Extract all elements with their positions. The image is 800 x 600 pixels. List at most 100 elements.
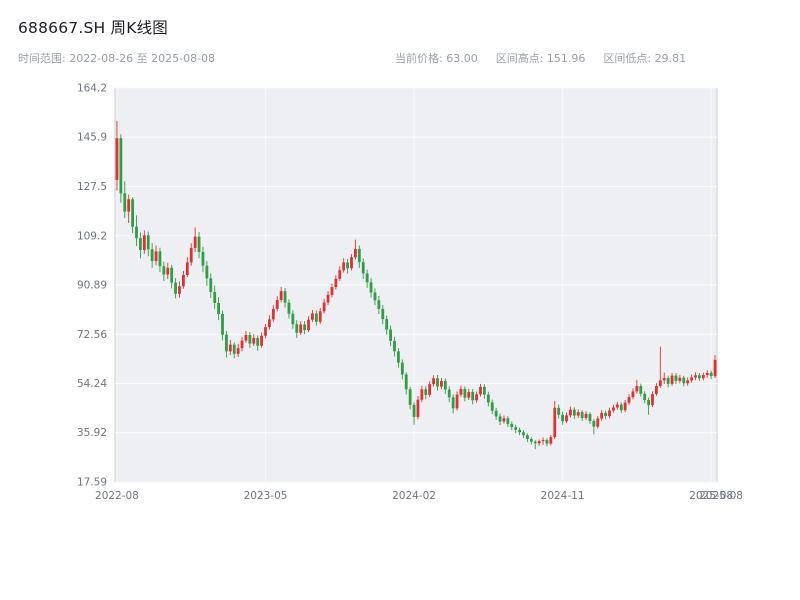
candle-body xyxy=(334,278,338,288)
candle-body xyxy=(428,384,432,395)
candle-body xyxy=(373,292,377,301)
candle-body xyxy=(502,418,506,422)
candle-body xyxy=(463,388,467,398)
candle-body xyxy=(123,193,127,212)
candle-body xyxy=(631,391,635,398)
candle-body xyxy=(440,380,443,387)
candle-body xyxy=(436,378,439,387)
page-title: 688667.SH 周K线图 xyxy=(18,19,168,37)
candle-body xyxy=(424,389,428,395)
candle-body xyxy=(639,386,643,394)
candle-body xyxy=(694,375,697,378)
candle-body xyxy=(142,235,146,251)
candle-body xyxy=(643,393,647,401)
candle-body xyxy=(236,348,240,354)
candle-body xyxy=(612,407,615,411)
candle-body xyxy=(569,409,572,416)
candle-body xyxy=(389,329,392,341)
candle-body xyxy=(647,400,650,406)
candle-body xyxy=(522,432,525,436)
candle-body xyxy=(553,407,557,438)
candle-body xyxy=(338,270,342,279)
candle-body xyxy=(451,397,455,409)
x-tick-label: 2024-11 xyxy=(541,490,585,502)
candle-body xyxy=(381,308,385,320)
candle-body xyxy=(443,380,447,390)
candle-body xyxy=(221,314,224,335)
candle-body xyxy=(166,267,170,275)
candle-body xyxy=(119,138,123,194)
candle-body xyxy=(686,380,690,384)
candle-body xyxy=(322,302,326,312)
candle-body xyxy=(357,248,361,263)
x-end-label: 2025-08 xyxy=(699,490,743,502)
candle-body xyxy=(295,324,299,333)
candle-body xyxy=(291,313,295,325)
range-low-stat: 区间低点: 29.81 xyxy=(603,52,687,65)
y-tick-label: 145.9 xyxy=(77,132,107,144)
y-tick-label: 72.56 xyxy=(77,329,107,341)
candle-body xyxy=(314,313,318,322)
candle-body xyxy=(498,416,502,422)
candle-body xyxy=(705,372,709,376)
candle-body xyxy=(354,248,357,258)
candle-body xyxy=(205,265,209,279)
candle-body xyxy=(228,344,232,352)
y-tick-label: 109.2 xyxy=(77,230,107,242)
candle-body xyxy=(682,377,686,384)
candle-body xyxy=(127,199,131,212)
candle-body xyxy=(471,391,475,401)
candle-body xyxy=(483,386,486,395)
candle-body xyxy=(225,334,228,352)
candle-body xyxy=(330,287,334,295)
candle-body xyxy=(709,372,713,377)
candle-body xyxy=(248,334,252,344)
candle-body xyxy=(506,418,510,424)
current-price-stat: 当前价格: 63.00 xyxy=(395,52,478,65)
candle-body xyxy=(170,267,174,283)
candle-body xyxy=(146,235,150,250)
candle-body xyxy=(326,294,330,303)
candle-body xyxy=(397,351,400,363)
candle-body xyxy=(486,394,490,403)
candle-body xyxy=(232,344,236,354)
y-tick-label: 164.2 xyxy=(77,83,107,95)
candle-body xyxy=(416,399,420,417)
candle-body xyxy=(162,266,166,275)
candle-body xyxy=(701,375,705,379)
candle-body xyxy=(584,413,588,419)
candle-body xyxy=(342,262,346,271)
candle-body xyxy=(307,319,310,331)
candle-body xyxy=(447,389,451,398)
candle-body xyxy=(252,337,256,344)
candle-body xyxy=(561,414,564,422)
candle-body xyxy=(311,313,314,320)
candle-body xyxy=(213,291,217,303)
candle-body xyxy=(283,291,287,303)
candle-body xyxy=(510,423,514,428)
candle-body xyxy=(615,404,619,408)
candle-body xyxy=(260,335,263,346)
candle-body xyxy=(604,412,607,417)
candle-body xyxy=(303,324,306,331)
candle-body xyxy=(197,236,201,252)
candle-body xyxy=(549,437,553,444)
candle-body xyxy=(256,337,260,346)
candle-body xyxy=(268,319,271,328)
candle-body xyxy=(490,402,494,411)
candle-body xyxy=(193,236,197,248)
candle-body xyxy=(526,435,529,439)
candle-body xyxy=(135,226,138,239)
candle-body xyxy=(158,251,162,267)
candle-body xyxy=(627,397,631,403)
candle-body xyxy=(420,389,424,400)
candle-body xyxy=(244,334,248,341)
candle-body xyxy=(185,262,189,276)
candle-body xyxy=(287,302,291,314)
candle-body xyxy=(318,311,322,322)
candle-body xyxy=(475,394,478,401)
candle-body xyxy=(115,138,119,180)
candle-body xyxy=(494,410,498,417)
y-tick-label: 35.92 xyxy=(77,427,107,439)
candle-body xyxy=(678,377,682,381)
